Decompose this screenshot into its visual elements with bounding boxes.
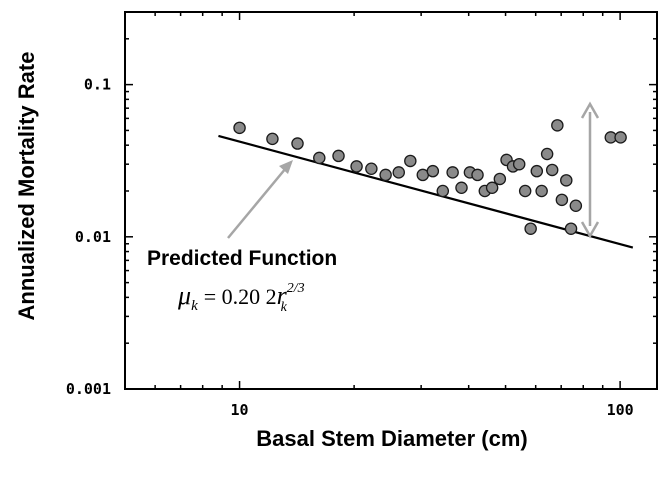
- pointer-arrow-head: [279, 160, 293, 174]
- data-point: [560, 174, 573, 187]
- data-point: [455, 181, 468, 195]
- data-point: [404, 154, 417, 168]
- y-axis-title: Annualized Mortality Rate: [14, 52, 39, 321]
- data-point: [332, 149, 345, 163]
- data-point: [266, 132, 279, 146]
- formula-mu: μ: [177, 281, 191, 310]
- data-point: [471, 168, 484, 182]
- range-arrow-head-bottom: [580, 221, 600, 239]
- data-point: [392, 166, 405, 179]
- data-point: [512, 157, 526, 171]
- y-tick-label: 0.01: [75, 228, 111, 246]
- data-point: [569, 199, 583, 212]
- plot-border: [124, 11, 658, 390]
- data-point: [313, 151, 326, 165]
- data-point: [350, 160, 363, 173]
- data-point: [291, 137, 304, 150]
- data-point: [551, 119, 564, 132]
- predicted-line-group: [218, 134, 634, 249]
- axis-ticks: [124, 11, 657, 390]
- x-axis-title: Basal Stem Diameter (cm): [256, 426, 527, 451]
- formula-r: r: [277, 281, 288, 310]
- data-point: [555, 193, 569, 207]
- data-point: [530, 164, 544, 178]
- y-tick-label: 0.1: [84, 76, 111, 94]
- data-point: [436, 184, 450, 198]
- annotation-title: Predicted Function: [147, 247, 337, 270]
- data-points: [233, 119, 627, 235]
- range-arrow-head-top: [580, 101, 600, 119]
- data-point: [535, 184, 548, 198]
- y-tick-label: 0.001: [66, 380, 111, 398]
- formula-mu-sub: k: [191, 298, 198, 314]
- data-point: [614, 131, 627, 144]
- predicted-line: [218, 134, 634, 249]
- formula-r-sup: 2/3: [287, 281, 305, 296]
- formula-eq: = 0.20 2: [204, 284, 277, 309]
- data-point: [233, 121, 246, 135]
- pointer-arrow-shaft: [227, 167, 287, 239]
- data-point: [493, 172, 507, 186]
- plot-frame: [124, 11, 658, 390]
- data-point: [518, 184, 532, 198]
- data-point: [365, 162, 378, 176]
- data-point: [545, 163, 559, 177]
- x-tick-label: 100: [607, 401, 634, 419]
- x-tick-label: 10: [231, 401, 249, 419]
- formula-r-sub: k: [281, 300, 288, 315]
- data-point: [524, 222, 537, 235]
- data-point: [446, 166, 459, 179]
- annotation-formula: μk = 0.20 2r2/3 k: [177, 281, 305, 315]
- data-point: [564, 222, 578, 235]
- annotation-arrows: [227, 101, 600, 239]
- data-point: [540, 147, 554, 161]
- tick-labels: 10 100 0.001 0.01 0.1: [66, 76, 634, 419]
- data-point: [379, 168, 392, 182]
- data-point: [485, 181, 499, 195]
- data-point: [426, 164, 440, 178]
